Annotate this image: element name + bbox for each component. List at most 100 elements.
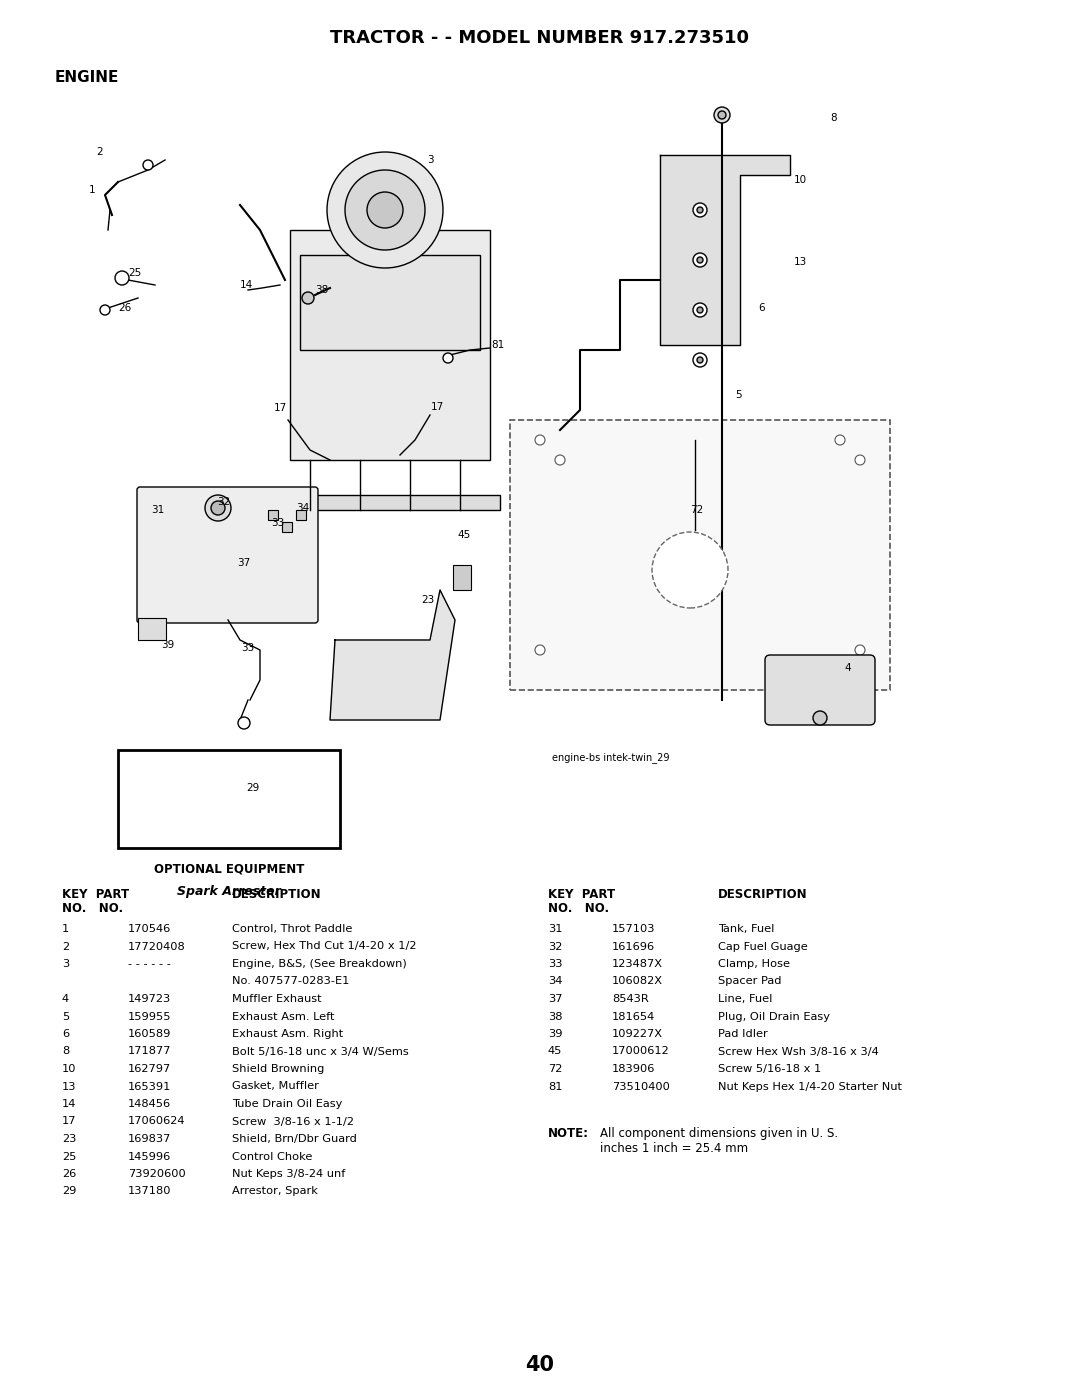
Text: 4: 4 bbox=[62, 995, 69, 1004]
Text: 3: 3 bbox=[427, 155, 433, 165]
Circle shape bbox=[697, 257, 703, 263]
Text: No. 407577-0283-E1: No. 407577-0283-E1 bbox=[232, 977, 349, 986]
Text: 31: 31 bbox=[151, 504, 164, 515]
Text: 45: 45 bbox=[457, 529, 471, 541]
Text: 34: 34 bbox=[548, 977, 563, 986]
Text: 81: 81 bbox=[548, 1081, 563, 1091]
Text: 123487X: 123487X bbox=[612, 958, 663, 970]
Text: Screw, Hex Thd Cut 1/4-20 x 1/2: Screw, Hex Thd Cut 1/4-20 x 1/2 bbox=[232, 942, 417, 951]
Text: 38: 38 bbox=[315, 285, 328, 295]
Text: 29: 29 bbox=[62, 1186, 77, 1196]
Text: 45: 45 bbox=[548, 1046, 563, 1056]
Bar bbox=[118, 750, 340, 848]
Text: 81: 81 bbox=[491, 339, 504, 351]
Text: 73510400: 73510400 bbox=[612, 1081, 670, 1091]
Text: 157103: 157103 bbox=[612, 923, 656, 935]
Text: Line, Fuel: Line, Fuel bbox=[718, 995, 772, 1004]
Text: DESCRIPTION: DESCRIPTION bbox=[718, 888, 808, 901]
Circle shape bbox=[555, 455, 565, 465]
Text: 4: 4 bbox=[845, 664, 851, 673]
Circle shape bbox=[693, 203, 707, 217]
Text: Screw Hex Wsh 3/8-16 x 3/4: Screw Hex Wsh 3/8-16 x 3/4 bbox=[718, 1046, 879, 1056]
Circle shape bbox=[535, 434, 545, 446]
Text: 29: 29 bbox=[246, 782, 259, 793]
Text: Nut Keps Hex 1/4-20 Starter Nut: Nut Keps Hex 1/4-20 Starter Nut bbox=[718, 1081, 902, 1091]
Text: 38: 38 bbox=[548, 1011, 563, 1021]
Circle shape bbox=[535, 645, 545, 655]
Text: 33: 33 bbox=[241, 643, 255, 652]
Text: 106082X: 106082X bbox=[612, 977, 663, 986]
Circle shape bbox=[205, 495, 231, 521]
Text: 37: 37 bbox=[238, 557, 251, 569]
Text: TRACTOR - - MODEL NUMBER 917.273510: TRACTOR - - MODEL NUMBER 917.273510 bbox=[330, 29, 750, 47]
Text: Spark Arrester: Spark Arrester bbox=[177, 886, 281, 898]
Bar bbox=[291, 231, 490, 460]
Text: 149723: 149723 bbox=[129, 995, 172, 1004]
Text: NO.   NO.: NO. NO. bbox=[62, 902, 123, 915]
Text: 73920600: 73920600 bbox=[129, 1169, 186, 1179]
Text: 161696: 161696 bbox=[612, 942, 656, 951]
Text: Gasket, Muffler: Gasket, Muffler bbox=[232, 1081, 319, 1091]
Text: Screw  3/8-16 x 1-1/2: Screw 3/8-16 x 1-1/2 bbox=[232, 1116, 354, 1126]
Text: All component dimensions given in U. S.: All component dimensions given in U. S. bbox=[600, 1127, 838, 1140]
Bar bbox=[268, 510, 278, 520]
Text: 17000612: 17000612 bbox=[612, 1046, 670, 1056]
Text: Tank, Fuel: Tank, Fuel bbox=[718, 923, 774, 935]
Circle shape bbox=[143, 161, 153, 170]
Text: 32: 32 bbox=[217, 497, 231, 507]
Text: Nut Keps 3/8-24 unf: Nut Keps 3/8-24 unf bbox=[232, 1169, 346, 1179]
Text: 137180: 137180 bbox=[129, 1186, 172, 1196]
Circle shape bbox=[443, 353, 453, 363]
Circle shape bbox=[211, 502, 225, 515]
Text: 17: 17 bbox=[62, 1116, 77, 1126]
Circle shape bbox=[714, 108, 730, 123]
Circle shape bbox=[855, 455, 865, 465]
Circle shape bbox=[693, 253, 707, 267]
Text: 6: 6 bbox=[62, 1030, 69, 1039]
Circle shape bbox=[855, 645, 865, 655]
Text: 26: 26 bbox=[119, 303, 132, 313]
Bar bbox=[300, 256, 480, 351]
Text: Muffler Exhaust: Muffler Exhaust bbox=[232, 995, 322, 1004]
Text: 72: 72 bbox=[548, 1065, 563, 1074]
Text: 25: 25 bbox=[62, 1151, 77, 1161]
Polygon shape bbox=[660, 155, 789, 345]
Text: 72: 72 bbox=[690, 504, 704, 515]
Text: 10: 10 bbox=[794, 175, 807, 184]
Text: 8: 8 bbox=[62, 1046, 69, 1056]
Text: 171877: 171877 bbox=[129, 1046, 172, 1056]
Circle shape bbox=[835, 434, 845, 446]
Text: 32: 32 bbox=[548, 942, 563, 951]
Text: 1: 1 bbox=[89, 184, 95, 196]
Text: 5: 5 bbox=[734, 390, 741, 400]
Text: 8: 8 bbox=[831, 113, 837, 123]
Bar bbox=[285, 495, 500, 510]
Text: 37: 37 bbox=[548, 995, 563, 1004]
Text: 181654: 181654 bbox=[612, 1011, 656, 1021]
Circle shape bbox=[718, 110, 726, 119]
Text: Plug, Oil Drain Easy: Plug, Oil Drain Easy bbox=[718, 1011, 831, 1021]
Text: 8543R: 8543R bbox=[612, 995, 649, 1004]
Text: - - - - - -: - - - - - - bbox=[129, 958, 171, 970]
Text: Arrestor, Spark: Arrestor, Spark bbox=[232, 1186, 318, 1196]
Text: 1: 1 bbox=[62, 923, 69, 935]
Text: Exhaust Asm. Right: Exhaust Asm. Right bbox=[232, 1030, 343, 1039]
Bar bbox=[510, 420, 890, 690]
Circle shape bbox=[693, 303, 707, 317]
Text: 40: 40 bbox=[526, 1355, 554, 1375]
Text: 33: 33 bbox=[271, 518, 285, 528]
Text: 160589: 160589 bbox=[129, 1030, 172, 1039]
Text: KEY  PART: KEY PART bbox=[548, 888, 616, 901]
Text: Engine, B&S, (See Breakdown): Engine, B&S, (See Breakdown) bbox=[232, 958, 407, 970]
Text: 2: 2 bbox=[97, 147, 104, 156]
Text: inches 1 inch = 25.4 mm: inches 1 inch = 25.4 mm bbox=[600, 1141, 748, 1155]
Text: 26: 26 bbox=[62, 1169, 77, 1179]
Text: 39: 39 bbox=[548, 1030, 563, 1039]
Text: 165391: 165391 bbox=[129, 1081, 172, 1091]
Circle shape bbox=[693, 353, 707, 367]
Text: NOTE:: NOTE: bbox=[548, 1127, 589, 1140]
Text: 6: 6 bbox=[758, 303, 766, 313]
Text: 2: 2 bbox=[62, 942, 69, 951]
Text: Tube Drain Oil Easy: Tube Drain Oil Easy bbox=[232, 1099, 342, 1109]
Text: 162797: 162797 bbox=[129, 1065, 172, 1074]
